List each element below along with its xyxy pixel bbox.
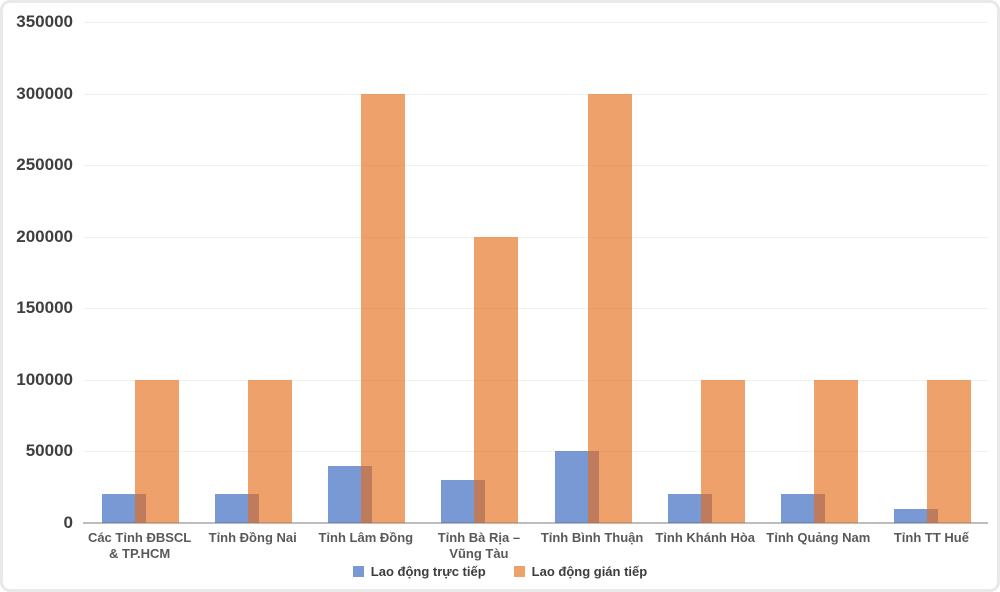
x-category-label-6: Tỉnh Quảng Nam [766,530,871,545]
legend-marker-direct-icon [352,566,364,577]
y-tick-label-4: 200000 [16,226,73,246]
y-tick-label-0: 0 [63,513,73,532]
bar-indirect-1 [248,379,293,523]
bar-indirect-3 [474,236,519,523]
x-category-label-5: Tỉnh Khánh Hòa [655,530,756,545]
y-tick-label-6: 300000 [16,83,73,103]
bar-indirect-2 [361,93,406,523]
y-tick-label-7: 350000 [16,12,73,31]
gridline [83,451,988,453]
x-category-label-1: Tỉnh Đồng Nai [208,530,297,545]
x-category-label-3: Tỉnh Bà Rịa – Vũng Tàu [437,530,521,561]
x-category-label-7: Tỉnh TT Huế [893,530,969,545]
gridline [83,308,988,310]
bar-indirect-6 [813,379,858,523]
legend: Lao động trực tiếp Lao động gián tiếp [3,564,997,579]
bar-indirect-7 [926,379,971,523]
gridline [83,236,988,238]
gridline [83,93,988,95]
legend-label-indirect: Lao động gián tiếp [531,564,648,579]
legend-label-direct: Lao động trực tiếp [370,564,486,579]
bar-indirect-0 [135,379,180,523]
plot-area [83,22,988,523]
x-category-label-0: Các Tỉnh ĐBSCL & TP.HCM [87,530,192,561]
y-tick-label-2: 100000 [16,369,73,389]
gridline [83,379,988,381]
gridline [83,165,988,167]
x-category-label-4: Tỉnh Bình Thuận [540,530,644,545]
legend-item-indirect: Lao động gián tiếp [513,564,648,579]
bar-indirect-4 [587,93,632,523]
y-tick-label-3: 150000 [16,298,73,318]
gridline [83,22,988,23]
legend-marker-indirect-icon [513,566,525,577]
legend-item-direct: Lao động trực tiếp [352,564,486,579]
y-tick-label-1: 50000 [25,441,73,461]
x-axis-line [83,522,988,524]
bar-indirect-5 [700,379,745,523]
y-tick-label-5: 250000 [16,155,73,175]
x-category-label-2: Tỉnh Lâm Đồng [318,530,414,545]
